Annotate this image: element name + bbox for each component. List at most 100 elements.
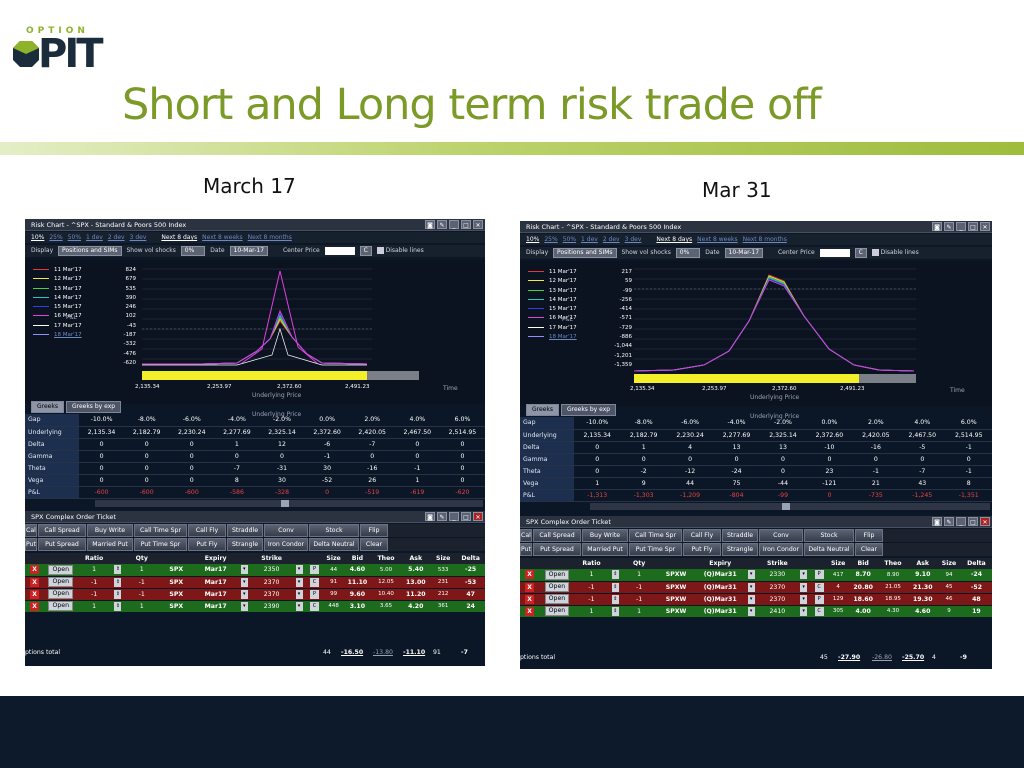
ratio-stepper-icon[interactable]: ⇕ [114,565,122,575]
strike-dropdown-icon[interactable]: ▾ [295,589,303,599]
strategy-button[interactable]: Call Spread [533,529,581,542]
range-link[interactable]: 3 dev [129,234,147,241]
call-put-toggle[interactable]: C [814,582,824,592]
scrollbar-thumb[interactable] [281,500,290,507]
ratio-value[interactable]: 1 [77,600,111,613]
shocks-select[interactable]: 0% [675,248,701,258]
wrench-icon[interactable]: ✎ [944,517,954,526]
date-select[interactable]: 10-Mar-17 [724,248,764,258]
tab-greeks-by-exp[interactable]: Greeks by exp [560,404,617,416]
remove-leg-icon[interactable]: X [525,594,535,604]
period-link[interactable]: Next 8 weeks [202,234,243,241]
remove-leg-icon[interactable]: X [30,589,40,599]
open-button[interactable]: Open [48,589,73,599]
strategy-button[interactable]: Straddle [227,524,263,537]
strategy-button[interactable]: Put Spread [533,543,581,556]
range-link[interactable]: 10% [31,234,45,241]
order-leg-row[interactable]: X Open -1 ⇕ -1 SPXW (Q)Mar31 ▾ 2370 ▾ P … [520,593,992,606]
remove-leg-icon[interactable]: X [525,582,535,592]
strategy-button[interactable]: Put Fly [188,538,226,551]
legend-item[interactable]: 15 Mar'17 [528,305,577,314]
ratio-value[interactable]: 1 [574,569,609,582]
risk-chart-titlebar[interactable]: Risk Chart - ^SPX - Standard & Poors 500… [25,219,485,231]
period-link[interactable]: Next 8 days [656,236,693,243]
strike-dropdown-icon[interactable]: ▾ [295,565,303,575]
disable-lines-checkbox[interactable] [871,249,879,256]
remove-leg-icon[interactable]: X [30,601,40,611]
open-button[interactable]: Open [544,569,570,580]
scrollbar-thumb[interactable] [782,503,790,510]
strike[interactable]: 2370 [251,588,292,601]
strategy-button[interactable]: Put Fly [683,543,721,556]
minimize-icon[interactable]: _ [956,517,966,526]
strategy-button[interactable]: Flip [855,529,883,542]
legend-item[interactable]: 11 Mar'17 [33,266,82,275]
expiry-dropdown-icon[interactable]: ▾ [747,582,755,592]
ratio-value[interactable]: -1 [574,593,609,606]
strategy-button[interactable]: Call Time Spr [629,529,682,542]
legend-item[interactable]: 14 Mar'17 [33,294,82,303]
wrench-icon[interactable]: ✎ [437,220,447,229]
call-put-toggle[interactable]: P [310,565,320,575]
strategy-button[interactable]: Clear [855,543,883,556]
expiry[interactable]: (Q)Mar31 [696,569,745,582]
open-button[interactable]: Open [48,601,73,611]
center-price-input[interactable] [819,248,850,257]
ratio-value[interactable]: 1 [77,564,111,577]
qty-value[interactable]: -1 [125,576,159,589]
period-link[interactable]: Next 8 months [247,234,292,241]
ratio-value[interactable]: -1 [574,581,609,594]
strategy-button[interactable]: Put [25,538,37,551]
maximize-icon[interactable]: □ [968,222,978,231]
strategy-button[interactable]: Stock [309,524,359,537]
legend-item[interactable]: 13 Mar'17 [33,285,82,294]
period-link[interactable]: Next 8 months [742,236,787,243]
qty-value[interactable]: 1 [125,600,159,613]
strategy-button[interactable]: Call Spread [38,524,86,537]
camera-icon[interactable]: ◙ [932,222,942,231]
strategy-button[interactable]: Clear [360,538,388,551]
wrench-icon[interactable]: ✎ [944,222,954,231]
strategy-button[interactable]: Married Put [582,543,628,556]
order-ticket-titlebar[interactable]: SPX Complex Order Ticket ◙ ✎ _ □ ✕ [520,516,992,528]
maximize-icon[interactable]: □ [461,220,471,229]
display-select[interactable]: Positions and SIMs [553,248,617,258]
qty-value[interactable]: -1 [125,588,159,601]
expiry[interactable]: Mar17 [194,564,238,577]
strategy-button[interactable]: Call [25,524,37,537]
ratio-stepper-icon[interactable]: ⇕ [611,606,619,616]
minimize-icon[interactable]: _ [956,222,966,231]
strategy-button[interactable]: Buy Write [87,524,133,537]
close-icon[interactable]: ✕ [980,222,990,231]
strike-dropdown-icon[interactable]: ▾ [295,601,303,611]
legend-item[interactable]: 18 Mar'17 [33,331,82,340]
remove-leg-icon[interactable]: X [525,606,535,616]
strategy-button[interactable]: Buy Write [582,529,628,542]
call-put-toggle[interactable]: P [814,594,824,604]
qty-value[interactable]: 1 [125,564,159,577]
tab-greeks[interactable]: Greeks [31,401,64,413]
strike-dropdown-icon[interactable]: ▾ [800,570,808,580]
ratio-value[interactable]: 1 [574,605,609,618]
strategy-button[interactable]: Stock [804,529,854,542]
shocks-select[interactable]: 0% [180,246,206,256]
strategy-button[interactable]: Straddle [722,529,758,542]
ratio-stepper-icon[interactable]: ⇕ [611,582,619,592]
display-select[interactable]: Positions and SIMs [58,246,122,256]
close-icon[interactable]: ✕ [473,220,483,229]
expiry-dropdown-icon[interactable]: ▾ [240,565,248,575]
strike[interactable]: 2370 [251,576,292,589]
strategy-button[interactable]: Conv [264,524,308,537]
ratio-value[interactable]: -1 [77,576,111,589]
period-link[interactable]: Next 8 days [161,234,198,241]
disable-lines-checkbox[interactable] [376,247,384,254]
call-put-toggle[interactable]: P [814,570,824,580]
expiry-dropdown-icon[interactable]: ▾ [747,606,755,616]
range-link[interactable]: 25% [49,234,63,241]
range-link[interactable]: 50% [67,234,82,241]
c-button[interactable]: C [359,246,372,256]
range-link[interactable]: 3 dev [624,236,642,243]
strategy-button[interactable]: Delta Neutral [804,543,854,556]
camera-icon[interactable]: ◙ [932,517,942,526]
strike-dropdown-icon[interactable]: ▾ [800,594,808,604]
